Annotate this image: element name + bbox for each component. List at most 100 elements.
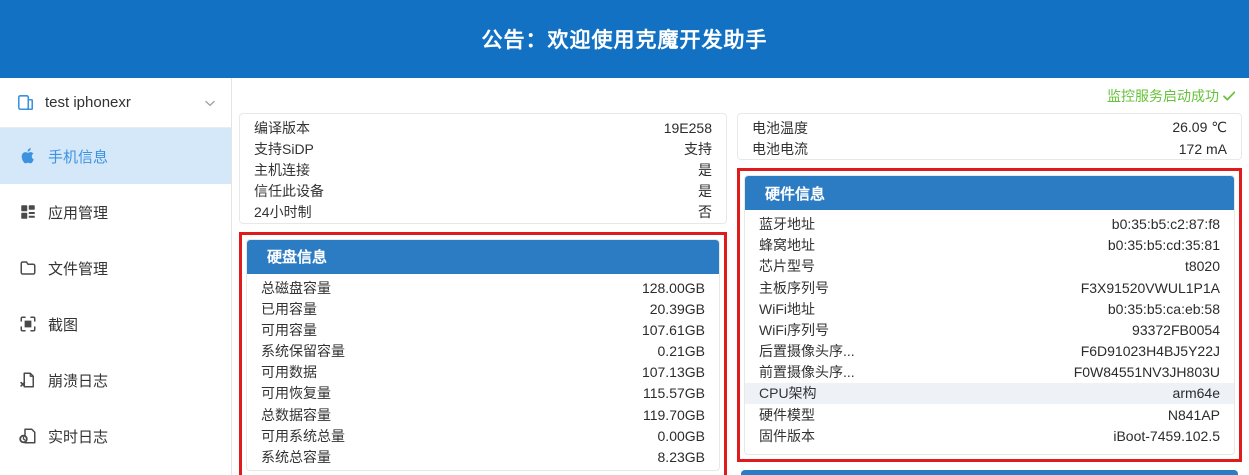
- screenshot-icon: [18, 314, 38, 334]
- check-icon: [1221, 88, 1237, 104]
- row-value: F6D91023H4BJ5Y22J: [1080, 343, 1220, 360]
- device-phone-icon: [16, 93, 35, 112]
- content-header: 监控服务启动成功: [232, 78, 1249, 113]
- row-label: 可用容量: [261, 321, 317, 338]
- row-label: CPU架构: [759, 385, 817, 402]
- disk-info-header: 硬盘信息: [247, 239, 719, 274]
- row-value: b0:35:b5:c2:87:f8: [1111, 215, 1220, 232]
- panel-title: 硬件信息: [765, 185, 826, 203]
- info-row: 可用容量 107.61GB: [247, 319, 719, 340]
- apps-grid-icon: [18, 202, 38, 222]
- info-row: 支持SiDP 支持: [240, 138, 726, 159]
- row-label: 可用数据: [261, 364, 317, 381]
- row-value: F3X91520VWUL1P1A: [1080, 279, 1220, 296]
- row-label: 蜂窝地址: [759, 237, 815, 254]
- sidebar-item-realtime-log[interactable]: 实时日志: [0, 408, 231, 464]
- info-row: 系统总容量 8.23GB: [247, 446, 719, 467]
- sidebar: test iphonexr 手机信息 应用管理 文件管理: [0, 78, 232, 475]
- left-column: 编译版本 19E258 支持SiDP 支持主机连接 是信任此设备是 24小时制 否 硬盘信息…: [239, 113, 727, 475]
- disk-info-rows: 总磁盘容量 128.00GB 已用容量 20.39GB 可用容量 107.61GB 系统保留…: [247, 274, 719, 468]
- monitor-status-text: 监控服务启动成功: [1107, 87, 1219, 104]
- sidebar-item-phone-info[interactable]: 手机信息: [0, 128, 231, 184]
- row-label: 电池电流: [752, 140, 808, 157]
- info-row: 蓝牙地址 b0:35:b5:c2:87:f8: [745, 213, 1234, 234]
- chevron-down-icon: [203, 96, 217, 110]
- info-row: 电池电流 172 mA: [738, 138, 1241, 159]
- info-row: 总数据容量 119.70GB: [247, 404, 719, 425]
- hardware-info-card: 硬件信息 蓝牙地址 b0:35:b5:c2:87:f8 蜂窝地址 b0:35:b5:c…: [744, 175, 1235, 456]
- row-value: iBoot-7459.102.5: [1113, 427, 1220, 444]
- row-value: N841AP: [1167, 406, 1220, 423]
- row-value: 0.21GB: [657, 343, 705, 360]
- info-row: CPU架构 arm64e: [745, 382, 1234, 405]
- info-row: WiFi地址 b0:35:b5:ca:eb:58: [745, 298, 1234, 319]
- sidebar-item-label: 应用管理: [48, 204, 109, 222]
- row-value: 0.00GB: [657, 427, 705, 444]
- row-value: 8.23GB: [657, 449, 705, 466]
- device-selector[interactable]: test iphonexr: [0, 78, 231, 128]
- row-label: 固件版本: [759, 427, 815, 444]
- info-row: 后置摄像头序... F6D91023H4BJ5Y22J: [745, 341, 1234, 362]
- row-label: 系统保留容量: [261, 343, 345, 360]
- sidebar-item-label: 实时日志: [48, 428, 109, 446]
- sidebar-item-file-management[interactable]: 文件管理: [0, 240, 231, 296]
- info-row: 电池温度 26.09 ℃: [738, 117, 1241, 138]
- info-row: 主机连接 是: [240, 159, 726, 180]
- device-name: test iphonexr: [45, 94, 131, 111]
- info-row: 可用数据 107.13GB: [247, 362, 719, 383]
- info-row: 已用容量 20.39GB: [247, 298, 719, 319]
- apple-icon: [18, 146, 38, 166]
- device-info-card: 编译版本 19E258 支持SiDP 支持主机连接 是信任此设备是 24小时制 否: [239, 113, 727, 224]
- app-shell: test iphonexr 手机信息 应用管理 文件管理: [0, 78, 1249, 475]
- announcement-text: 公告：欢迎使用克魔开发助手: [481, 29, 768, 52]
- disk-info-highlight-border: 硬盘信息 总磁盘容量 128.00GB 已用容量 20.39GB 可用容量 107.61G…: [239, 231, 727, 475]
- row-value: 20.39GB: [649, 300, 705, 317]
- info-row: 蜂窝地址 b0:35:b5:cd:35:81: [745, 235, 1234, 256]
- next-panel-header-clipped: [741, 470, 1238, 475]
- battery-info-card: 电池温度 26.09 ℃ 电池电流 172 mA: [737, 113, 1242, 161]
- right-column: 电池温度 26.09 ℃ 电池电流 172 mA 硬件信息 蓝牙地址 b0:35:b5:…: [737, 113, 1242, 475]
- row-label: 编译版本: [254, 119, 310, 136]
- info-row: 信任此设备 是: [240, 181, 726, 202]
- announcement-banner: 公告：欢迎使用克魔开发助手: [0, 0, 1249, 78]
- row-label: 芯片型号: [759, 258, 815, 275]
- main-content: 监控服务启动成功 编译版本 19E258 支持SiDP 支持主机连接 是信任此设备是 24…: [232, 78, 1249, 475]
- row-label: 总数据容量: [261, 406, 331, 423]
- sidebar-item-app-management[interactable]: 应用管理: [0, 184, 231, 240]
- info-row: 编译版本 19E258: [240, 117, 726, 138]
- device-info-rows: 编译版本 19E258 支持SiDP 支持主机连接 是信任此设备是 24小时制 否: [240, 114, 726, 223]
- row-label: 已用容量: [261, 300, 317, 317]
- row-value: 19E258: [663, 119, 712, 136]
- info-row: 芯片型号 t8020: [745, 256, 1234, 277]
- row-value: b0:35:b5:cd:35:81: [1107, 237, 1220, 254]
- sidebar-item-label: 崩溃日志: [48, 372, 109, 390]
- hardware-info-highlight-border: 硬件信息 蓝牙地址 b0:35:b5:c2:87:f8 蜂窝地址 b0:35:b5:c…: [737, 168, 1242, 463]
- row-label: 后置摄像头序...: [759, 343, 855, 360]
- row-value: 128.00GB: [641, 279, 705, 296]
- row-value: 26.09 ℃: [1172, 119, 1227, 136]
- row-value: 107.13GB: [641, 364, 705, 381]
- row-value: 否: [698, 204, 712, 221]
- sidebar-item-label: 文件管理: [48, 260, 109, 278]
- info-row: 主板序列号 F3X91520VWUL1P1A: [745, 277, 1234, 298]
- sidebar-item-label: 手机信息: [48, 148, 109, 166]
- row-value: 93372FB0054: [1132, 321, 1220, 338]
- sidebar-item-screenshot[interactable]: 截图: [0, 296, 231, 352]
- info-row: 总磁盘容量 128.00GB: [247, 277, 719, 298]
- row-label: 电池温度: [752, 119, 808, 136]
- info-row: 可用系统总量 0.00GB: [247, 425, 719, 446]
- row-value: t8020: [1184, 258, 1220, 275]
- row-label: WiFi地址: [759, 300, 815, 317]
- row-value: 支持: [684, 140, 712, 157]
- info-row: 硬件模型 N841AP: [745, 404, 1234, 425]
- row-label: 蓝牙地址: [759, 215, 815, 232]
- row-label: 主机连接: [254, 161, 310, 178]
- row-label: 支持SiDP: [254, 140, 314, 157]
- sidebar-item-crash-log[interactable]: 崩溃日志: [0, 352, 231, 408]
- row-value: 是: [698, 161, 712, 178]
- row-label: 可用恢复量: [261, 385, 331, 402]
- panel-columns: 编译版本 19E258 支持SiDP 支持主机连接 是信任此设备是 24小时制 否 硬盘信息…: [232, 113, 1249, 475]
- info-row: 固件版本 iBoot-7459.102.5: [745, 425, 1234, 446]
- row-label: 24小时制: [254, 204, 312, 221]
- panel-title: 硬盘信息: [267, 249, 328, 267]
